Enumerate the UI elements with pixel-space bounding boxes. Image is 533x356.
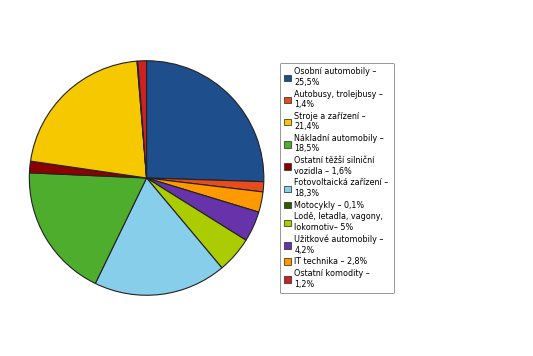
Legend: Osobní automobily –
25,5%, Autobusy, trolejbusy –
1,4%, Stroje a zařízení –
21,4: Osobní automobily – 25,5%, Autobusy, tro… [280,63,393,293]
Wedge shape [147,178,246,268]
Wedge shape [95,178,222,295]
Wedge shape [147,178,264,192]
Wedge shape [138,61,147,178]
Wedge shape [29,161,147,178]
Wedge shape [147,61,264,182]
Wedge shape [137,61,147,178]
Wedge shape [30,61,147,178]
Wedge shape [147,178,263,212]
Wedge shape [147,178,259,240]
Wedge shape [29,173,147,283]
